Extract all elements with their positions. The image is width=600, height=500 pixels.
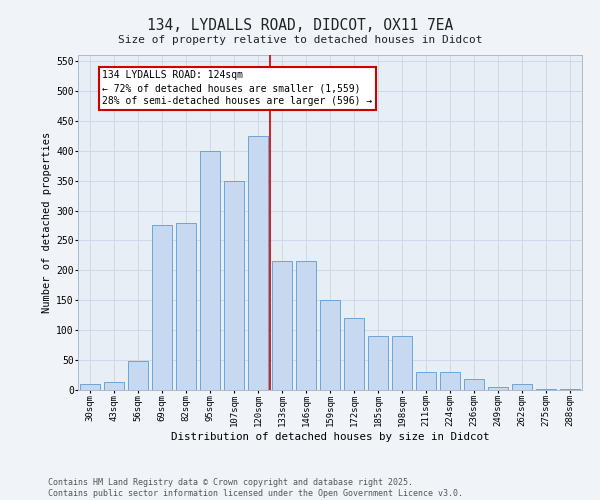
Bar bbox=[200, 150, 220, 390]
Bar bbox=[512, 384, 532, 390]
Text: 134 LYDALLS ROAD: 124sqm
← 72% of detached houses are smaller (1,559)
28% of sem: 134 LYDALLS ROAD: 124sqm ← 72% of detach… bbox=[102, 70, 372, 106]
Bar bbox=[80, 384, 100, 390]
Y-axis label: Number of detached properties: Number of detached properties bbox=[42, 132, 52, 313]
Text: 134, LYDALLS ROAD, DIDCOT, OX11 7EA: 134, LYDALLS ROAD, DIDCOT, OX11 7EA bbox=[147, 18, 453, 32]
Bar bbox=[128, 362, 148, 390]
Bar bbox=[152, 226, 172, 390]
Bar bbox=[248, 136, 268, 390]
Bar bbox=[536, 389, 556, 390]
Bar bbox=[176, 222, 196, 390]
Bar bbox=[464, 379, 484, 390]
Bar bbox=[320, 300, 340, 390]
Bar bbox=[392, 336, 412, 390]
Text: Contains HM Land Registry data © Crown copyright and database right 2025.
Contai: Contains HM Land Registry data © Crown c… bbox=[48, 478, 463, 498]
Bar bbox=[368, 336, 388, 390]
Bar bbox=[104, 382, 124, 390]
Text: Size of property relative to detached houses in Didcot: Size of property relative to detached ho… bbox=[118, 35, 482, 45]
Bar bbox=[224, 180, 244, 390]
X-axis label: Distribution of detached houses by size in Didcot: Distribution of detached houses by size … bbox=[171, 432, 489, 442]
Bar bbox=[272, 262, 292, 390]
Bar bbox=[440, 372, 460, 390]
Bar bbox=[488, 387, 508, 390]
Bar bbox=[416, 372, 436, 390]
Bar bbox=[344, 318, 364, 390]
Bar bbox=[296, 262, 316, 390]
